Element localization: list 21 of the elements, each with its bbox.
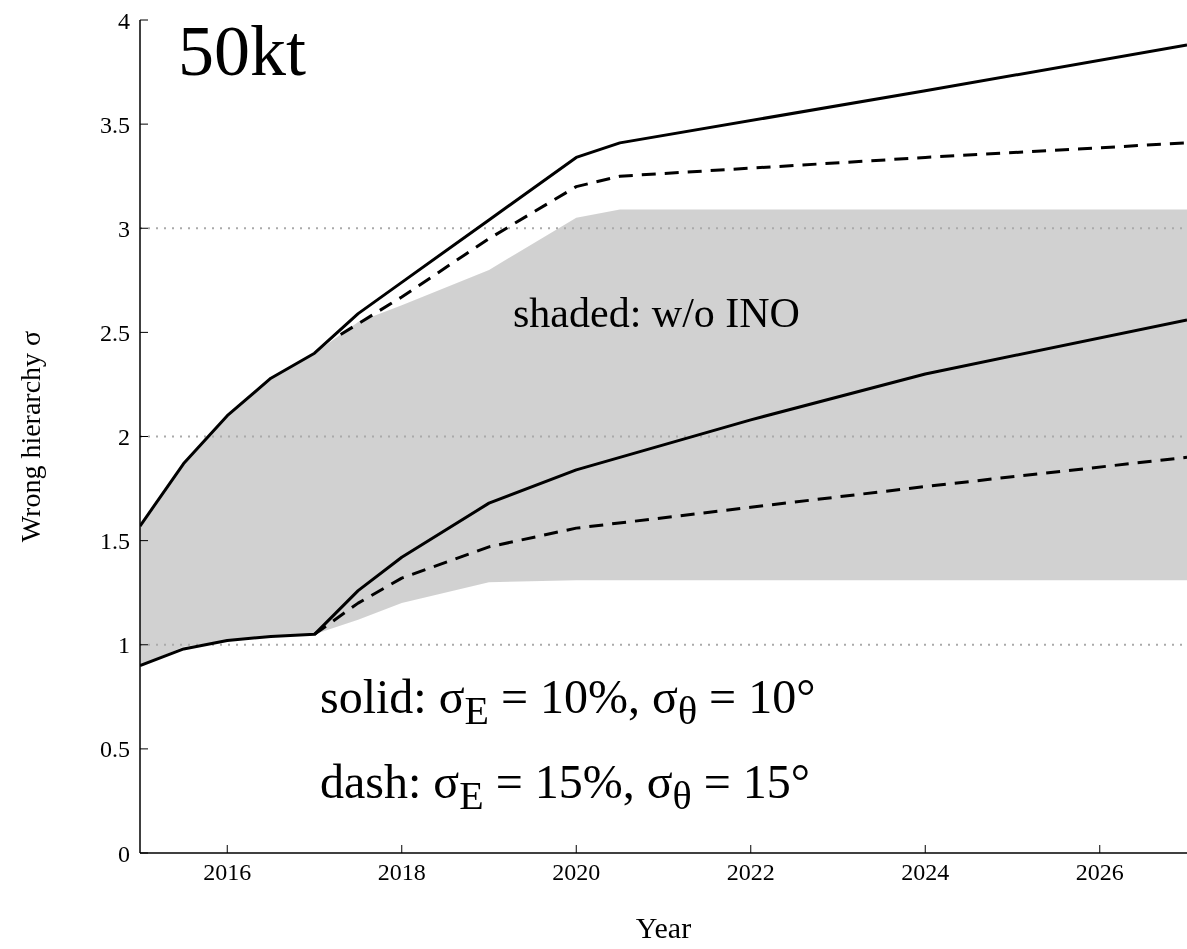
y-tick-label: 1.5 bbox=[100, 528, 130, 555]
x-tick-label: 2024 bbox=[901, 859, 950, 886]
x-tick-label: 2020 bbox=[552, 859, 601, 886]
x-tick-label: 2022 bbox=[726, 859, 775, 886]
y-tick-label: 2.5 bbox=[100, 319, 130, 346]
y-tick-label: 2 bbox=[118, 424, 130, 451]
annotation: dash: σ$_{E}$ = 15%, σ$_{θ}$ = 15° bbox=[320, 754, 811, 820]
annotation: 50kt bbox=[178, 10, 307, 93]
y-tick-label: 3 bbox=[118, 215, 130, 242]
y-tick-label: 0.5 bbox=[100, 736, 130, 763]
y-axis-title: Wrong hierarchy σ bbox=[14, 330, 46, 543]
y-tick-label: 3.5 bbox=[100, 111, 130, 138]
y-tick-label: 4 bbox=[118, 7, 130, 34]
x-axis-title: Year bbox=[635, 911, 692, 944]
x-tick-label: 2016 bbox=[203, 859, 252, 886]
annotation: solid: σ$_{E}$ = 10%, σ$_{θ}$ = 10° bbox=[320, 669, 816, 735]
x-tick-label: 2018 bbox=[377, 859, 426, 886]
y-tick-label: 0 bbox=[118, 840, 130, 867]
y-tick-label: 1 bbox=[118, 632, 130, 659]
annotation: shaded: w/o INO bbox=[513, 289, 800, 338]
x-tick-label: 2026 bbox=[1075, 859, 1124, 886]
